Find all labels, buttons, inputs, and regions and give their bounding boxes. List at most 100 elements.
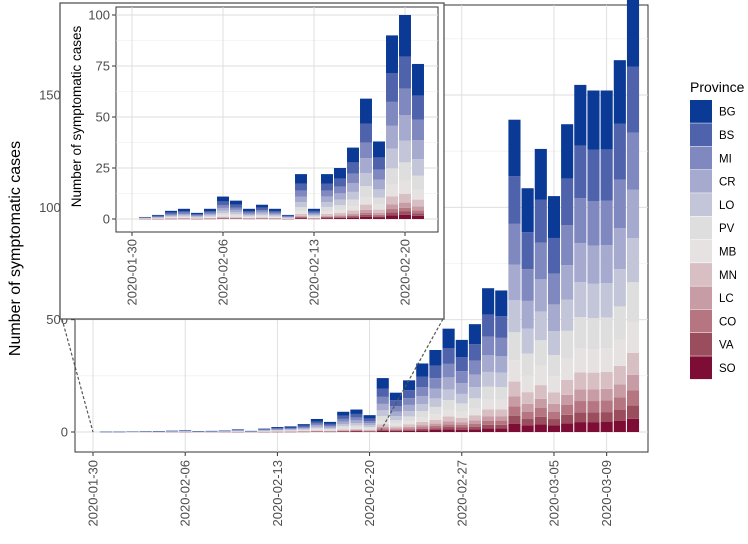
inset-bar-segment-bs	[347, 162, 359, 174]
legend-label-so: SO	[719, 363, 736, 375]
bar-segment-bs	[534, 199, 547, 243]
bar-segment-cr	[482, 355, 495, 372]
inset-bar-segment-mn	[399, 193, 411, 203]
bar-segment-co	[376, 428, 389, 430]
inset-bar-segment-lc	[373, 212, 385, 215]
legend-label-cr: CR	[719, 177, 736, 189]
bar-segment-cr	[324, 426, 337, 429]
inset-bar-segment-bs	[230, 204, 242, 208]
bar-segment-mn	[429, 419, 442, 424]
bar-segment-lo	[310, 426, 323, 429]
bar-segment-bs	[547, 237, 561, 274]
bar-segment-so	[376, 430, 389, 432]
zoom-line-right	[379, 318, 444, 433]
bar-segment-cr	[350, 420, 363, 424]
bar-segment-cr	[376, 403, 389, 411]
bar-segment-bg	[613, 60, 626, 124]
inset-bar-segment-cr	[256, 211, 268, 214]
inset-bar-segment-bs	[360, 123, 372, 143]
bar-segment-so	[482, 428, 495, 432]
bar-segment-cr	[468, 374, 482, 388]
bar-segment-so	[389, 431, 402, 432]
inset-bar-segment-lo	[204, 215, 216, 217]
inset-bar-segment-cr	[412, 140, 424, 160]
inset-bar-segment-bg	[243, 208, 255, 211]
bar-segment-so	[613, 420, 626, 432]
bar-segment-cr	[587, 245, 600, 284]
bar-segment-co	[547, 411, 561, 420]
bar-segment-so	[416, 430, 429, 432]
bar-segment-cr	[271, 429, 284, 431]
x-tick-label: 2020-02-13	[270, 460, 285, 527]
inset-bar-segment-lo	[230, 212, 242, 215]
inset-bar-segment-co	[399, 207, 411, 212]
inset-bar-segment-pv	[321, 206, 333, 211]
inset-bar-segment-cr	[308, 213, 320, 216]
bar-segment-cr	[508, 264, 521, 301]
bar-segment-mi	[284, 428, 297, 430]
bar-segment-cr	[521, 300, 534, 329]
bar-segment-pv	[521, 353, 534, 376]
bar-segment-lo	[363, 425, 376, 428]
bar-segment-mn	[363, 429, 376, 431]
bar-segment-so	[455, 429, 468, 432]
inset-bar-segment-lc	[360, 209, 372, 213]
bar-segment-bg	[389, 392, 402, 401]
bar-segment-pv	[626, 282, 640, 322]
bar-segment-pv	[403, 416, 416, 422]
inset-bar-segment-lo	[308, 215, 320, 217]
y-tick-label: 0	[61, 425, 68, 440]
bar-segment-mi	[482, 336, 495, 356]
inset-bar-segment-bg	[230, 200, 242, 205]
inset-bar-segment-so	[412, 215, 424, 219]
bar-segment-mn	[310, 430, 323, 431]
bar-segment-lo	[350, 423, 363, 426]
bar-segment-bg	[231, 429, 244, 430]
inset-bar-segment-lo	[399, 140, 411, 163]
inset-bar-segment-pv	[230, 214, 242, 216]
inset-bar-segment-mb	[295, 211, 307, 214]
bar-segment-pv	[561, 330, 574, 359]
legend-key-so	[690, 356, 712, 380]
bar-segment-bg	[310, 418, 323, 422]
bar-segment-va	[429, 428, 442, 430]
legend-label-co: CO	[719, 316, 736, 328]
bar-segment-cr	[442, 377, 455, 390]
inset-bar-segment-mn	[295, 213, 307, 216]
bar-segment-mb	[468, 408, 482, 416]
inset-bar-segment-lc	[321, 215, 333, 217]
bar-segment-lo	[482, 371, 495, 387]
bar-segment-lo	[561, 299, 574, 331]
bar-segment-co	[482, 420, 495, 425]
inset-y-tick-label: 50	[96, 110, 110, 125]
inset-bar-segment-bg	[178, 208, 190, 212]
bar-segment-pv	[600, 317, 613, 349]
bar-segment-so	[574, 422, 587, 432]
inset-bar-segment-pv	[256, 215, 268, 217]
inset-bar-segment-bs	[256, 207, 268, 211]
bar-segment-pv	[376, 416, 389, 421]
bar-segment-pv	[482, 386, 495, 400]
bar-segment-lc	[521, 403, 534, 412]
inset-bar-segment-pv	[308, 216, 320, 218]
bar-segment-lc	[389, 428, 402, 430]
inset-bar-segment-lo	[360, 173, 372, 187]
inset-bar-segment-bg	[360, 98, 372, 124]
bar-segment-mi	[613, 179, 626, 229]
x-tick-label: 2020-01-30	[86, 460, 101, 527]
bar-segment-pv	[429, 406, 442, 415]
inset-bar-segment-lc	[412, 206, 424, 211]
inset-bar-segment-bg	[386, 35, 398, 73]
bar-segment-mb	[600, 348, 613, 372]
inset-bar-segment-co	[334, 216, 346, 218]
legend-key-mb	[690, 239, 712, 263]
zoom-line-left	[61, 318, 94, 433]
inset-bar-segment-so	[295, 218, 307, 219]
bar-segment-mn	[587, 372, 600, 390]
bar-segment-so	[521, 425, 534, 432]
inset-bar-segment-va	[386, 212, 398, 216]
bar-segment-mb	[455, 411, 468, 418]
inset-bar-segment-lc	[334, 215, 346, 217]
bar-segment-bg	[587, 90, 600, 150]
inset-bar-segment-so	[373, 217, 385, 219]
